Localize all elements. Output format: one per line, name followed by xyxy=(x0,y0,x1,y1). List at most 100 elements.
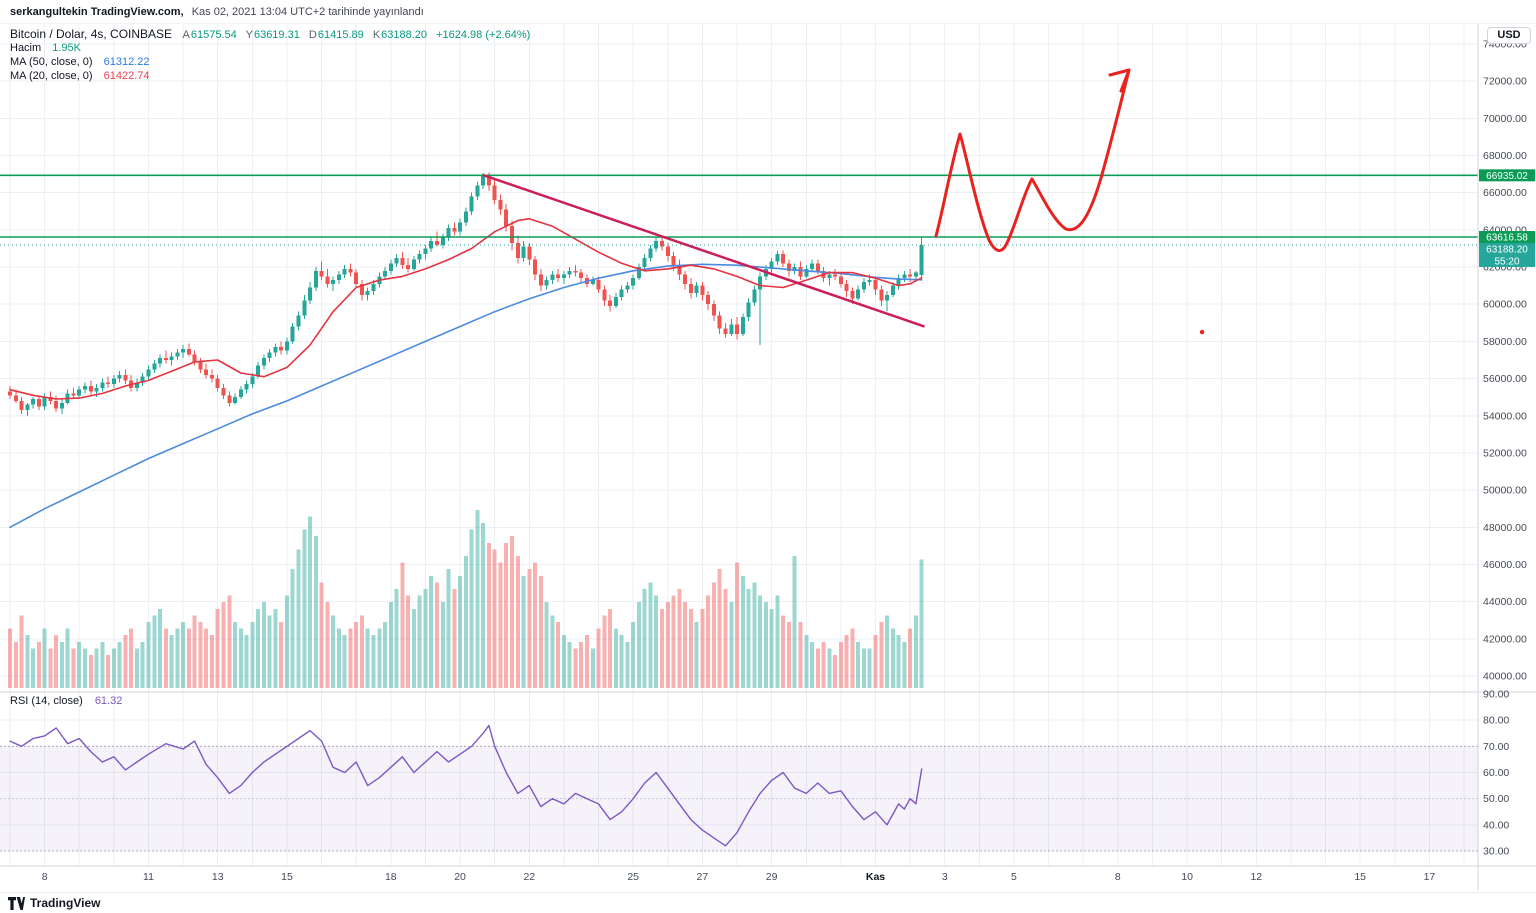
volume-bar xyxy=(896,635,901,688)
candle-body xyxy=(106,382,111,385)
volume-label[interactable]: Hacim xyxy=(10,42,42,54)
time-axis-label: 15 xyxy=(1354,871,1366,883)
volume-bar xyxy=(758,595,763,688)
candle-body xyxy=(394,257,399,264)
volume-bar xyxy=(308,516,313,688)
candle-body xyxy=(769,261,774,269)
price-axis-label: 58000.00 xyxy=(1483,336,1527,348)
candle-body xyxy=(215,378,220,388)
candle-body xyxy=(492,185,497,201)
price-axis-label: 46000.00 xyxy=(1483,559,1527,571)
rsi-label[interactable]: RSI (14, close) xyxy=(10,695,83,707)
volume-bar xyxy=(475,509,480,688)
candle-body xyxy=(411,259,416,269)
candle-body xyxy=(786,263,791,271)
volume-bar xyxy=(400,562,405,688)
candle-body xyxy=(648,248,653,258)
descending-trendline xyxy=(482,173,925,328)
volume-bar xyxy=(163,628,168,688)
volume-bar xyxy=(146,622,151,688)
volume-bar xyxy=(694,622,699,688)
price-axis-label: 70000.00 xyxy=(1483,113,1527,125)
volume-bar xyxy=(683,602,688,688)
volume-bar xyxy=(913,615,918,688)
ma50-label[interactable]: MA (50, close, 0) xyxy=(10,56,93,68)
candle-body xyxy=(631,278,636,286)
price-axis-label: 42000.00 xyxy=(1483,633,1527,645)
volume-bar xyxy=(19,615,24,688)
candle-body xyxy=(348,268,353,273)
volume-bar xyxy=(908,628,913,688)
price-axis-label: 60000.00 xyxy=(1483,299,1527,311)
volume-bar xyxy=(527,569,532,688)
rsi-legend: RSI (14, close) 61.32 xyxy=(10,695,122,707)
candle-body xyxy=(798,267,803,277)
candle-body xyxy=(619,289,624,297)
volume-bar xyxy=(365,628,370,688)
volume-bar xyxy=(83,648,88,688)
volume-bar xyxy=(152,615,157,688)
candle-body xyxy=(538,274,543,286)
publish-bar: serkangultekin TradingView.com, Kas 02, … xyxy=(0,0,1536,24)
candle-body xyxy=(735,324,740,334)
candle-body xyxy=(429,241,434,249)
candle-body xyxy=(221,387,226,396)
candle-body xyxy=(279,346,284,351)
price-axis-label: 52000.00 xyxy=(1483,447,1527,459)
volume-bar xyxy=(342,635,347,688)
candle-body xyxy=(590,280,595,284)
volume-bar xyxy=(625,641,630,688)
candle-body xyxy=(706,294,711,305)
time-axis-label: 27 xyxy=(697,871,709,883)
volume-bar xyxy=(123,635,128,688)
time-axis-label: 8 xyxy=(42,871,48,883)
candle-body xyxy=(227,395,232,403)
ma50-row: MA (50, close, 0) 61312.22 xyxy=(10,55,530,69)
volume-bar xyxy=(746,589,751,688)
candle-body xyxy=(521,246,526,258)
volume-bar xyxy=(538,575,543,688)
candle-body xyxy=(908,274,913,277)
candle-body xyxy=(850,291,855,299)
volume-bar xyxy=(902,641,907,688)
volume-bar xyxy=(238,628,243,688)
footer-bar: TradingView xyxy=(0,892,1536,913)
candle-body xyxy=(388,263,393,271)
candle-body xyxy=(509,226,514,243)
volume-bar xyxy=(573,648,578,688)
volume-bar xyxy=(654,595,659,688)
volume-bar xyxy=(250,622,255,688)
candle-body xyxy=(844,283,849,292)
candle-body xyxy=(636,267,641,279)
volume-bar xyxy=(88,655,93,688)
publish-date: Kas 02, 2021 13:04 UTC+2 tarihinde yayın… xyxy=(191,6,424,18)
candle-body xyxy=(867,280,872,282)
candle-body xyxy=(792,267,797,271)
footer-brand[interactable]: TradingView xyxy=(30,896,101,910)
currency-toggle-button[interactable]: USD xyxy=(1487,27,1531,44)
candle-body xyxy=(77,389,82,396)
ma20-label[interactable]: MA (20, close, 0) xyxy=(10,70,93,82)
rsi-line xyxy=(9,724,923,847)
candle-body xyxy=(8,391,12,396)
candle-body xyxy=(827,274,832,279)
tradingview-logo-icon[interactable] xyxy=(8,896,25,910)
price-axis-label: 68000.00 xyxy=(1483,150,1527,162)
candle-body xyxy=(717,315,722,329)
volume-bar xyxy=(550,615,555,688)
volume-bar xyxy=(106,655,111,688)
volume-bar xyxy=(613,628,618,688)
volume-bar xyxy=(169,635,174,688)
close-value-pair: K63188.20 xyxy=(372,29,428,41)
time-axis-label: 12 xyxy=(1250,871,1262,883)
candle-body xyxy=(325,276,330,284)
candle-body xyxy=(83,386,88,390)
volume-bar xyxy=(394,589,399,688)
rsi-axis-label: 70.00 xyxy=(1483,741,1509,753)
candle-body xyxy=(469,196,474,212)
volume-bar xyxy=(100,641,105,688)
volume-bar xyxy=(134,648,139,688)
candle-body xyxy=(192,354,197,362)
symbol-title[interactable]: Bitcoin / Dolar, 4s, COINBASE xyxy=(10,27,173,41)
